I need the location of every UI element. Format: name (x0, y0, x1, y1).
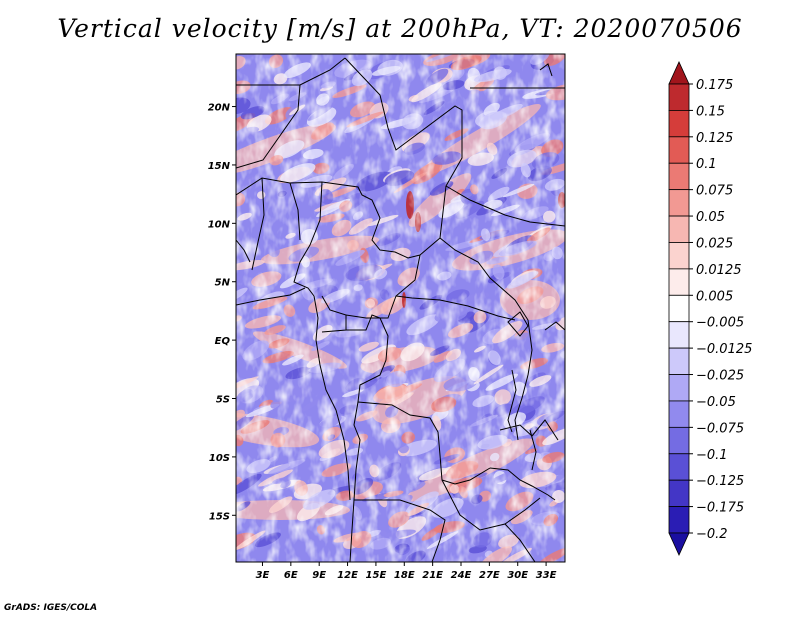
x-tick-label: 27E (479, 570, 500, 581)
border-line (349, 401, 361, 562)
grads-credit: GrADS: IGES/COLA (4, 603, 98, 613)
border-line (251, 177, 265, 271)
border-line (344, 57, 463, 187)
colorbar-label: −0.2 (696, 527, 728, 542)
y-tick-label: 5S (216, 395, 230, 406)
colorbar-label: 0.025 (696, 236, 733, 251)
x-axis: 3E 6E 9E 12E 15E 18E 21E 24E 27E 30E 33E (256, 562, 557, 581)
colorbar-swatch (668, 189, 690, 217)
colorbar-swatch (668, 321, 690, 349)
colorbar-label: −0.075 (696, 421, 744, 436)
colorbar-swatch (668, 242, 690, 270)
border-line (445, 185, 565, 227)
x-tick-label: 24E (451, 570, 472, 581)
border-line (236, 177, 447, 259)
field-texture (236, 54, 565, 562)
lake-victoria (507, 311, 529, 337)
border-line (504, 523, 536, 562)
border-line (293, 181, 323, 297)
colorbar-swatch (668, 347, 690, 375)
lake-tanganyika (507, 369, 517, 433)
x-tick-label: 21E (422, 570, 443, 581)
colorbar-label: 0.0125 (696, 263, 742, 278)
country-borders (236, 57, 565, 562)
colorbar-bottom-arrow (668, 532, 690, 556)
chart-title: Vertical velocity [m/s] at 200hPa, VT: 2… (57, 14, 743, 43)
coastline (236, 287, 306, 306)
y-tick-label: EQ (215, 336, 231, 347)
colorbar-swatch (668, 268, 690, 296)
coastline (236, 239, 251, 263)
border-line (354, 499, 446, 562)
colorbar-swatch (668, 374, 690, 402)
y-tick-label: 10N (208, 219, 231, 230)
border-line (289, 182, 301, 241)
map-frame (235, 53, 566, 563)
colorbar-swatch (668, 83, 690, 111)
colorbar-label: −0.005 (696, 316, 744, 331)
colorbar-swatch (668, 426, 690, 455)
border-line (439, 237, 533, 376)
x-tick-label: 9E (312, 570, 326, 581)
coastline (544, 321, 565, 331)
colorbar-label: −0.05 (696, 395, 736, 410)
colorbar-swatch (668, 136, 690, 164)
y-tick-label: 15S (209, 511, 230, 522)
colorbar-swatch (668, 479, 690, 507)
x-tick-label: 30E (507, 570, 528, 581)
border-line (489, 467, 556, 501)
colorbar-label: 0.075 (696, 184, 733, 199)
x-tick-label: 18E (394, 570, 415, 581)
x-tick-label: 6E (284, 570, 298, 581)
border-line (345, 254, 421, 319)
y-axis: 20N 15N 10N 5N EQ 5S 10S 15S (208, 103, 236, 522)
border-line (395, 295, 516, 321)
colorbar-top-arrow (668, 61, 690, 85)
colorbar-label: 0.005 (696, 289, 733, 304)
border-line (236, 57, 346, 86)
colorbar-label: 0.15 (696, 104, 725, 119)
x-tick-label: 33E (536, 570, 557, 581)
colorbar-label: 0.05 (696, 210, 725, 225)
x-tick-label: 12E (337, 570, 358, 581)
colorbar-label: 0.1 (696, 157, 717, 172)
border-line (514, 374, 529, 441)
border-line (441, 479, 541, 531)
colorbar-label: 0.175 (696, 78, 733, 93)
colorbar: 0.175 0.15 0.125 0.1 0.075 0.05 0.025 0.0125 0.0… (668, 61, 752, 556)
x-tick-label: 3E (256, 570, 270, 581)
colorbar-label: −0.175 (696, 501, 744, 516)
map-panel (235, 53, 566, 563)
colorbar-swatch (668, 294, 690, 323)
y-tick-label: 20N (208, 103, 231, 114)
border-line (321, 295, 347, 333)
colorbar-label: −0.125 (696, 474, 744, 489)
colorbar-label: −0.025 (696, 369, 744, 384)
colorbar-swatch (668, 506, 690, 534)
border-line (346, 314, 389, 403)
colorbar-swatch (668, 215, 690, 243)
colorbar-swatch (668, 453, 690, 481)
border-line (357, 401, 491, 485)
colorbar-swatch (668, 162, 690, 191)
coastline (539, 63, 553, 77)
y-tick-label: 10S (209, 453, 230, 464)
x-tick-label: 15E (366, 570, 387, 581)
colorbar-label: 0.125 (696, 131, 733, 146)
border-line (236, 84, 301, 169)
coastline (313, 295, 351, 501)
colorbar-swatch (668, 110, 690, 138)
colorbar-label: −0.1 (696, 448, 728, 463)
colorbar-swatch (668, 400, 690, 428)
colorbar-label: −0.0125 (696, 342, 752, 357)
y-tick-label: 5N (215, 278, 231, 289)
lake-malawi (529, 429, 537, 471)
y-tick-label: 15N (208, 161, 231, 172)
